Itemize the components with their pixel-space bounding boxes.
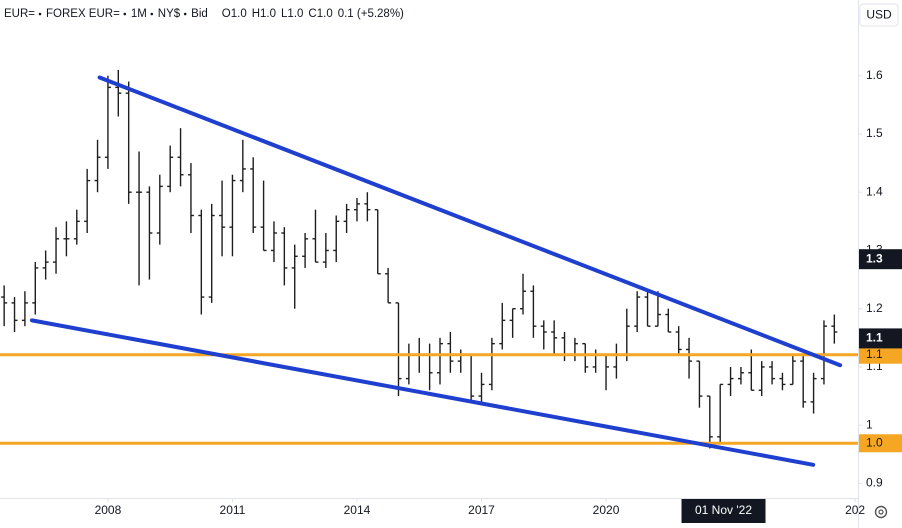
legend-text: L1.0 (281, 8, 303, 20)
legend-text: H1.0 (252, 8, 276, 20)
x-tick-label: 2008 (95, 503, 122, 517)
legend-text: C1.0 (308, 8, 332, 20)
legend-text: 0.1 (+5.28%) (338, 8, 404, 20)
legend-text: 1M (131, 8, 147, 20)
level-badge (859, 434, 902, 453)
currency-button[interactable] (859, 3, 899, 27)
separator-dot (183, 12, 187, 16)
price-badge (859, 328, 902, 349)
y-tick-label: 1.6 (866, 68, 883, 82)
legend-text: NY$ (158, 8, 181, 20)
legend-text: EUR= (4, 8, 35, 20)
x-tick-label: 2014 (344, 503, 371, 517)
legend-text: FOREX EUR= (46, 8, 120, 20)
price-badge-label: 1.3 (866, 251, 883, 265)
plot-area (0, 69, 858, 467)
y-tick-label: 1.5 (866, 126, 883, 140)
y-tick-label: 1.2 (866, 301, 883, 315)
x-tick-label: 2020 (593, 503, 620, 517)
level-badge (859, 345, 902, 364)
settings-icon[interactable] (874, 505, 888, 519)
time-badge-label: 01 Nov '22 (695, 503, 752, 517)
x-tick-label: 2017 (468, 503, 495, 517)
x-tick-label: 2011 (220, 503, 246, 517)
y-tick-label: 1 (866, 417, 873, 431)
legend-text: Bid (191, 8, 208, 20)
trendline (97, 75, 843, 368)
price-badge (859, 249, 902, 270)
separator-dot (123, 12, 127, 16)
trendline (29, 318, 816, 467)
separator-dot (150, 12, 154, 16)
time-badge (681, 499, 766, 523)
y-tick-label: 1.4 (866, 184, 883, 198)
level-label: 1.0 (866, 435, 883, 449)
price-badge-label: 1.1 (866, 331, 883, 345)
separator-dot (38, 12, 42, 16)
level-label: 1.1 (866, 347, 883, 361)
legend: EUR= FOREX EUR= 1M NY$ Bid O1.0 H1.0 L1.0 C1.0 0.… (4, 8, 404, 20)
x-tick-label: 202 (845, 503, 865, 517)
y-tick-label: 0.9 (866, 476, 883, 490)
legend-text: O1.0 (222, 8, 247, 20)
currency-label: USD (866, 8, 892, 22)
